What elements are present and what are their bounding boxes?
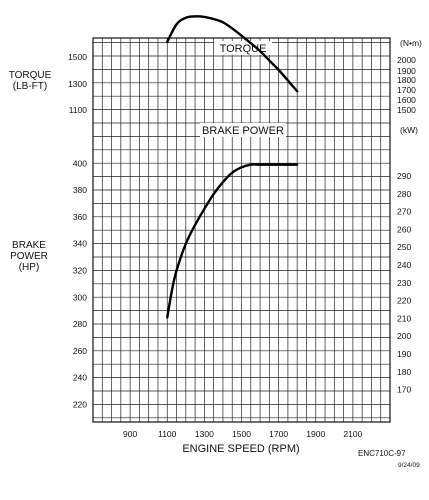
power-hp-tick-label: 380 bbox=[73, 185, 87, 195]
power-kw-tick-label: 260 bbox=[397, 224, 411, 234]
torque-nm-tick-label: 1700 bbox=[397, 85, 416, 95]
power-kw-unit-label: (kW) bbox=[400, 125, 418, 135]
power-kw-tick-label: 270 bbox=[397, 207, 411, 217]
document-code: ENC710C-97 bbox=[358, 449, 406, 458]
power-kw-tick-label: 180 bbox=[397, 367, 411, 377]
torque-nm-tick-label: 1900 bbox=[397, 66, 416, 76]
power-hp-tick-label: 260 bbox=[73, 346, 87, 356]
power-axis-label-line1: BRAKE bbox=[12, 240, 46, 251]
rpm-tick-label: 1300 bbox=[195, 429, 214, 439]
torque-curve bbox=[166, 15, 299, 93]
power-hp-tick-label: 220 bbox=[73, 400, 87, 410]
power-axis-label-line2: POWER bbox=[10, 251, 48, 262]
torque-nm-tick-label: 1500 bbox=[397, 105, 416, 115]
rpm-tick-label: 1700 bbox=[269, 429, 288, 439]
rpm-tick-label: 1500 bbox=[232, 429, 251, 439]
power-kw-tick-label: 230 bbox=[397, 278, 411, 288]
power-kw-tick-label: 190 bbox=[397, 349, 411, 359]
rpm-tick-label: 900 bbox=[123, 429, 137, 439]
document-date: 9/24/09 bbox=[398, 462, 420, 469]
power-hp-tick-label: 400 bbox=[73, 158, 87, 168]
torque-nm-tick-label: 1600 bbox=[397, 95, 416, 105]
power-kw-tick-label: 280 bbox=[397, 189, 411, 199]
torque-tick-label: 1100 bbox=[69, 105, 88, 115]
power-kw-tick-label: 200 bbox=[397, 331, 411, 341]
torque-nm-tick-label: 1800 bbox=[397, 75, 416, 85]
power-hp-tick-label: 240 bbox=[73, 373, 87, 383]
torque-tick-label: 1500 bbox=[68, 52, 87, 62]
torque-axis-label: TORQUE (LB-FT) bbox=[6, 70, 54, 92]
torque-nm-unit-label: (N•m) bbox=[400, 38, 422, 48]
power-axis-label-line3: (HP) bbox=[18, 262, 40, 273]
power-kw-tick-label: 290 bbox=[397, 171, 411, 181]
brake-power-title: BRAKE POWER bbox=[202, 125, 284, 137]
power-hp-tick-label: 360 bbox=[73, 212, 87, 222]
plot-frame bbox=[92, 37, 391, 423]
torque-tick-label: 1300 bbox=[68, 79, 87, 89]
power-kw-tick-label: 220 bbox=[397, 296, 411, 306]
rpm-tick-label: 1100 bbox=[158, 429, 177, 439]
rpm-tick-label: 1900 bbox=[306, 429, 325, 439]
power-kw-tick-label: 170 bbox=[397, 385, 411, 395]
power-hp-tick-label: 280 bbox=[73, 319, 87, 329]
grid bbox=[92, 38, 391, 422]
x-axis-title: ENGINE SPEED (RPM) bbox=[182, 443, 299, 455]
power-hp-tick-label: 300 bbox=[73, 292, 87, 302]
power-kw-tick-label: 250 bbox=[397, 242, 411, 252]
torque-axis-label-line2: (LB-FT) bbox=[12, 81, 48, 92]
torque-axis-label-line1: TORQUE bbox=[8, 70, 52, 81]
torque-title-bg bbox=[214, 41, 272, 55]
power-hp-tick-label: 340 bbox=[73, 239, 87, 249]
brake-power-title-bg bbox=[200, 123, 286, 137]
power-kw-tick-label: 240 bbox=[397, 260, 411, 270]
rpm-tick-label: 2100 bbox=[343, 429, 362, 439]
power-hp-tick-label: 320 bbox=[73, 266, 87, 276]
brake-power-curve bbox=[166, 163, 299, 319]
power-axis-label: BRAKE POWER (HP) bbox=[4, 240, 54, 273]
power-kw-tick-label: 210 bbox=[397, 313, 411, 323]
torque-nm-tick-label: 2000 bbox=[397, 55, 416, 65]
